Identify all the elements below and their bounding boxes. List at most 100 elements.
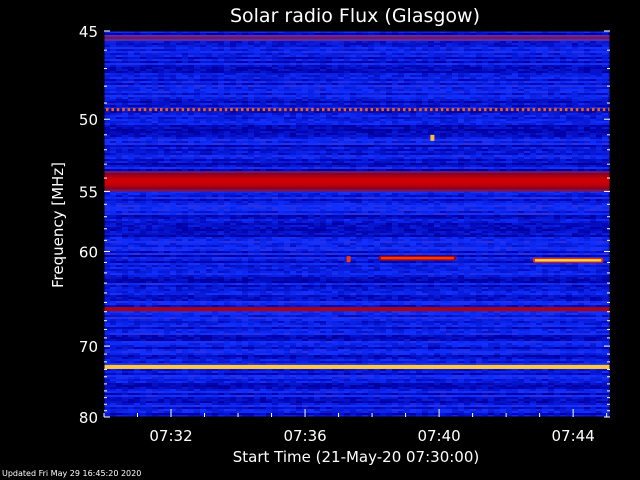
heatmap-cell	[362, 129, 368, 131]
heatmap-cell	[446, 145, 452, 147]
heatmap-cell	[242, 115, 248, 117]
heatmap-cell	[314, 57, 320, 59]
heatmap-cell	[308, 137, 314, 139]
heatmap-cell	[344, 69, 350, 71]
heatmap-cell	[584, 97, 590, 99]
heatmap-cell	[188, 67, 194, 69]
heatmap-cell	[398, 133, 404, 135]
heatmap-cell	[590, 57, 596, 59]
heatmap-cell	[602, 53, 608, 55]
heatmap-cell	[290, 75, 296, 77]
heatmap-cell	[380, 47, 386, 49]
heatmap-cell	[206, 75, 212, 77]
heatmap-cell	[248, 49, 254, 51]
heatmap-cell	[440, 129, 446, 131]
heatmap-cell	[548, 53, 554, 55]
heatmap-cell	[356, 33, 362, 35]
heatmap-cell	[272, 67, 278, 69]
heatmap-cell	[440, 81, 446, 83]
heatmap-cell	[566, 101, 572, 103]
heatmap-cell	[350, 129, 356, 131]
heatmap-cell	[296, 41, 302, 43]
heatmap-cell	[212, 95, 218, 97]
heatmap-cell	[176, 99, 182, 101]
heatmap-cell	[326, 103, 332, 105]
heatmap-cell	[152, 115, 158, 117]
heatmap-cell	[308, 67, 314, 69]
heatmap-cell	[308, 111, 314, 113]
heatmap-cell	[572, 91, 578, 93]
heatmap-cell	[200, 75, 206, 77]
heatmap-cell	[116, 129, 122, 131]
heatmap-cell	[494, 53, 500, 55]
heatmap-cell	[170, 103, 176, 105]
heatmap-cell	[200, 129, 206, 131]
heatmap-cell	[194, 121, 200, 123]
heatmap-cell	[158, 115, 164, 117]
heatmap-cell	[104, 133, 110, 135]
heatmap-cell	[518, 59, 524, 61]
heatmap-cell	[194, 31, 200, 33]
heatmap-cell	[602, 63, 608, 65]
heatmap-cell	[116, 143, 122, 145]
heatmap-cell	[524, 57, 530, 59]
heatmap-cell	[350, 71, 356, 73]
heatmap-cell	[248, 127, 254, 129]
heatmap-cell	[572, 47, 578, 49]
heatmap-cell	[380, 51, 386, 53]
heatmap-cell	[122, 73, 128, 75]
heatmap-cell	[506, 45, 512, 47]
heatmap-cell	[476, 123, 482, 125]
heatmap-cell	[500, 133, 506, 135]
heatmap-cell	[584, 133, 590, 135]
heatmap-cell	[590, 73, 596, 75]
heatmap-cell	[476, 115, 482, 117]
heatmap-cell	[476, 79, 482, 81]
heatmap-cell	[524, 131, 530, 133]
heatmap-cell	[410, 43, 416, 45]
heatmap-cell	[584, 117, 590, 119]
heatmap-cell	[188, 73, 194, 75]
heatmap-cell	[440, 101, 446, 103]
heatmap-cell	[440, 111, 446, 113]
heatmap-cell	[140, 77, 146, 79]
heatmap-cell	[452, 117, 458, 119]
heatmap-cell	[326, 107, 332, 109]
heatmap-cell	[470, 83, 476, 85]
heatmap-cell	[176, 139, 182, 141]
heatmap-cell	[416, 101, 422, 103]
heatmap-cell	[542, 101, 548, 103]
heatmap-cell	[218, 119, 224, 121]
heatmap-cell	[500, 111, 506, 113]
heatmap-cell	[392, 55, 398, 57]
heatmap-cell	[158, 99, 164, 101]
heatmap-cell	[176, 33, 182, 35]
heatmap-cell	[578, 49, 584, 51]
heatmap-cell	[596, 113, 602, 115]
heatmap-cell	[578, 119, 584, 121]
heatmap-cell	[548, 83, 554, 85]
heatmap-cell	[104, 83, 110, 85]
heatmap-cell	[470, 133, 476, 135]
heatmap-cell	[536, 87, 542, 89]
heatmap-cell	[596, 59, 602, 61]
heatmap-cell	[500, 121, 506, 123]
heatmap-cell	[554, 87, 560, 89]
heatmap-cell	[548, 57, 554, 59]
heatmap-cell	[362, 143, 368, 145]
heatmap-cell	[554, 103, 560, 105]
heatmap-cell	[140, 41, 146, 43]
heatmap-cell	[200, 67, 206, 69]
heatmap-cell	[566, 65, 572, 67]
heatmap-cell	[608, 137, 610, 139]
heatmap-cell	[344, 107, 350, 109]
heatmap-cell	[236, 63, 242, 65]
heatmap-cell	[368, 135, 374, 137]
heatmap-cell	[170, 119, 176, 121]
heatmap-cell	[242, 97, 248, 99]
heatmap-cell	[332, 145, 338, 147]
heatmap-cell	[416, 117, 422, 119]
heatmap-cell	[452, 55, 458, 57]
heatmap-cell	[578, 55, 584, 57]
heatmap-cell	[500, 141, 506, 143]
